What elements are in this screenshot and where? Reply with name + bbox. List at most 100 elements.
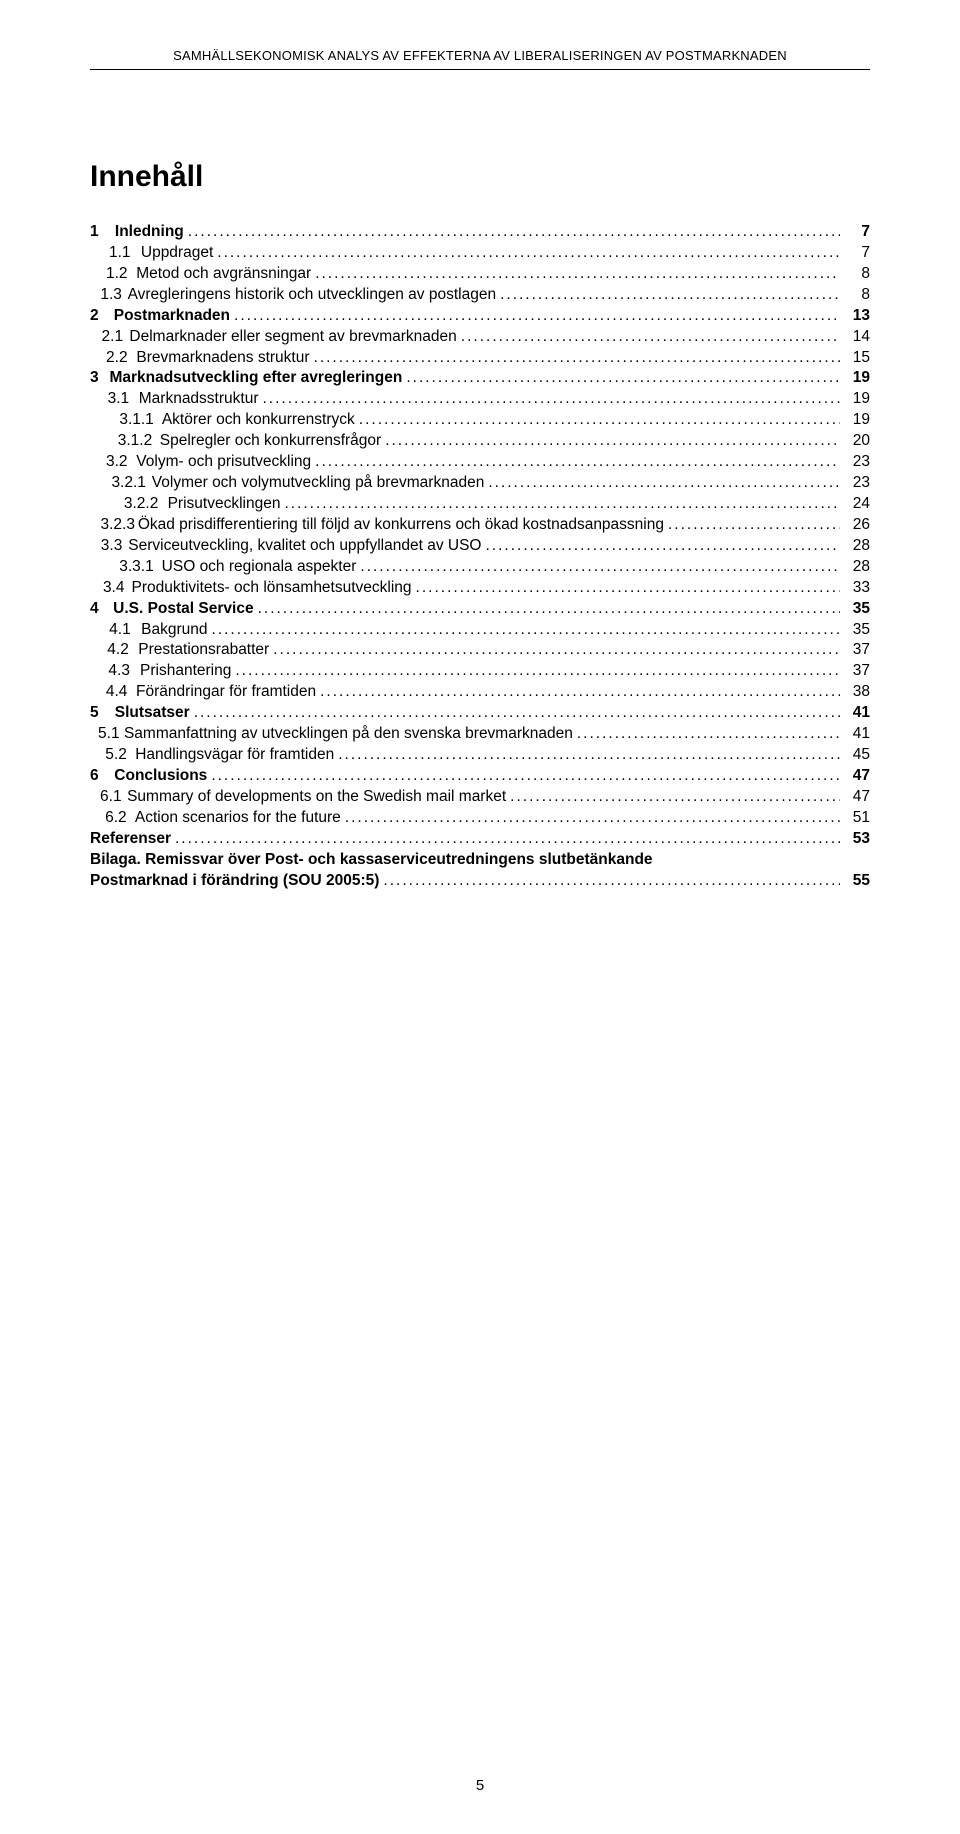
toc-leader-dots <box>510 787 840 808</box>
toc-leader-dots <box>211 766 840 787</box>
toc-label: Serviceutveckling, kvalitet och uppfylla… <box>128 536 481 557</box>
toc-entry: 3.2.1Volymer och volymutveckling på brev… <box>90 473 870 494</box>
toc-number: 4.3 <box>108 661 130 682</box>
toc-number: 3.3 <box>101 536 123 557</box>
toc-entry: 4.1Bakgrund35 <box>90 620 870 641</box>
toc-page: 19 <box>844 389 870 410</box>
toc-entry: 4.3 Prishantering 37 <box>90 661 870 682</box>
toc-entry: 3.1.1Aktörer och konkurrenstryck19 <box>90 410 870 431</box>
toc-page: 23 <box>844 452 870 473</box>
toc-number: 4.2 <box>107 640 129 661</box>
toc-leader-dots <box>194 703 840 724</box>
toc-leader-dots <box>320 682 840 703</box>
toc-label: Spelregler och konkurrensfrågor <box>160 431 381 452</box>
table-of-contents: 1Inledning71.1Uppdraget71.2Metod och avg… <box>90 222 870 892</box>
toc-entry: 6.1Summary of developments on the Swedis… <box>90 787 870 808</box>
toc-leader-dots <box>488 473 840 494</box>
toc-leader-dots <box>577 724 840 745</box>
toc-number: 4.4 <box>106 682 128 703</box>
toc-number: 3.1 <box>108 389 130 410</box>
toc-number: 5 <box>90 703 99 724</box>
toc-entry: 2.1Delmarknader eller segment av brevmar… <box>90 327 870 348</box>
toc-number: 6.1 <box>100 787 122 808</box>
toc-label: Metod och avgränsningar <box>136 264 311 285</box>
content-area: Innehåll 1Inledning71.1Uppdraget71.2Meto… <box>90 70 870 892</box>
toc-entry: 3.3.1USO och regionala aspekter28 <box>90 557 870 578</box>
toc-label: Produktivitets- och lönsamhetsutveckling <box>132 578 412 599</box>
toc-leader-dots <box>217 243 840 264</box>
toc-leader-dots <box>273 640 840 661</box>
toc-page: 23 <box>844 473 870 494</box>
toc-label: Postmarknaden <box>114 306 230 327</box>
toc-entry: 3.2.2Prisutvecklingen24 <box>90 494 870 515</box>
toc-leader-dots <box>406 368 840 389</box>
toc-number: 3.2.3 <box>100 515 134 536</box>
toc-page: 19 <box>844 368 870 389</box>
toc-entry: 3.1 Marknadsstruktur 19 <box>90 389 870 410</box>
toc-number: 5.2 <box>105 745 127 766</box>
toc-leader-dots <box>284 494 840 515</box>
document-page: SAMHÄLLSEKONOMISK ANALYS AV EFFEKTERNA A… <box>0 0 960 1834</box>
toc-entry: 5.2 Handlingsvägar för framtiden 45 <box>90 745 870 766</box>
toc-number: 1.3 <box>100 285 122 306</box>
toc-leader-dots <box>258 599 840 620</box>
toc-label: Volym- och prisutveckling <box>136 452 311 473</box>
toc-leader-dots <box>485 536 840 557</box>
toc-entry: Referenser53 <box>90 829 870 850</box>
toc-leader-dots <box>668 515 840 536</box>
toc-leader-dots <box>314 348 840 369</box>
toc-leader-dots <box>359 410 840 431</box>
toc-leader-dots <box>212 620 840 641</box>
toc-number: 3 <box>90 368 99 389</box>
toc-label: Handlingsvägar för framtiden <box>135 745 334 766</box>
toc-entry: 4.2Prestationsrabatter37 <box>90 640 870 661</box>
toc-page: 28 <box>844 536 870 557</box>
toc-page: 20 <box>844 431 870 452</box>
toc-page: 45 <box>844 745 870 766</box>
toc-label: Slutsatser <box>115 703 190 724</box>
toc-number: 3.2.1 <box>111 473 145 494</box>
toc-number: 3.1.1 <box>119 410 153 431</box>
toc-label: Action scenarios for the future <box>135 808 341 829</box>
toc-label: Prestationsrabatter <box>138 640 269 661</box>
toc-entry: Bilaga. Remissvar över Post- och kassase… <box>90 850 870 871</box>
toc-label: Avregleringens historik och utvecklingen… <box>128 285 497 306</box>
toc-page: 33 <box>844 578 870 599</box>
toc-title: Innehåll <box>90 160 870 194</box>
toc-label: Postmarknad i förändring (SOU 2005:5) <box>90 871 379 892</box>
page-header: SAMHÄLLSEKONOMISK ANALYS AV EFFEKTERNA A… <box>90 48 870 63</box>
toc-page: 26 <box>844 515 870 536</box>
toc-page: 47 <box>844 766 870 787</box>
toc-leader-dots <box>175 829 840 850</box>
toc-number: 5.1 <box>98 724 120 745</box>
toc-label: Förändringar för framtiden <box>136 682 316 703</box>
toc-page: 8 <box>844 285 870 306</box>
toc-entry: 1.1Uppdraget7 <box>90 243 870 264</box>
toc-page: 35 <box>844 599 870 620</box>
toc-page: 8 <box>844 264 870 285</box>
toc-number: 3.4 <box>103 578 125 599</box>
toc-leader-dots <box>315 452 840 473</box>
toc-leader-dots <box>385 431 840 452</box>
toc-number: 3.1.2 <box>118 431 152 452</box>
toc-number: 6 <box>90 766 99 787</box>
toc-entry: 1.3 Avregleringens historik och utvecklin… <box>90 285 870 306</box>
toc-label: Marknadsstruktur <box>139 389 259 410</box>
toc-label: Prisutvecklingen <box>168 494 281 515</box>
toc-page: 7 <box>844 243 870 264</box>
toc-label: Referenser <box>90 829 171 850</box>
toc-label: Aktörer och konkurrenstryck <box>162 410 355 431</box>
toc-entry: 3.3Serviceutveckling, kvalitet och uppfy… <box>90 536 870 557</box>
toc-leader-dots <box>188 222 840 243</box>
toc-page: 14 <box>844 327 870 348</box>
toc-number: 3.3.1 <box>119 557 153 578</box>
toc-label: Bilaga. Remissvar över Post- och kassase… <box>90 850 653 871</box>
toc-page: 24 <box>844 494 870 515</box>
toc-label: Ökad prisdifferentiering till följd av k… <box>138 515 664 536</box>
toc-leader-dots <box>461 327 840 348</box>
toc-page: 37 <box>844 661 870 682</box>
toc-leader-dots <box>500 285 840 306</box>
toc-label: Prishantering <box>140 661 231 682</box>
toc-number: 1.1 <box>109 243 131 264</box>
toc-leader-dots <box>235 661 840 682</box>
